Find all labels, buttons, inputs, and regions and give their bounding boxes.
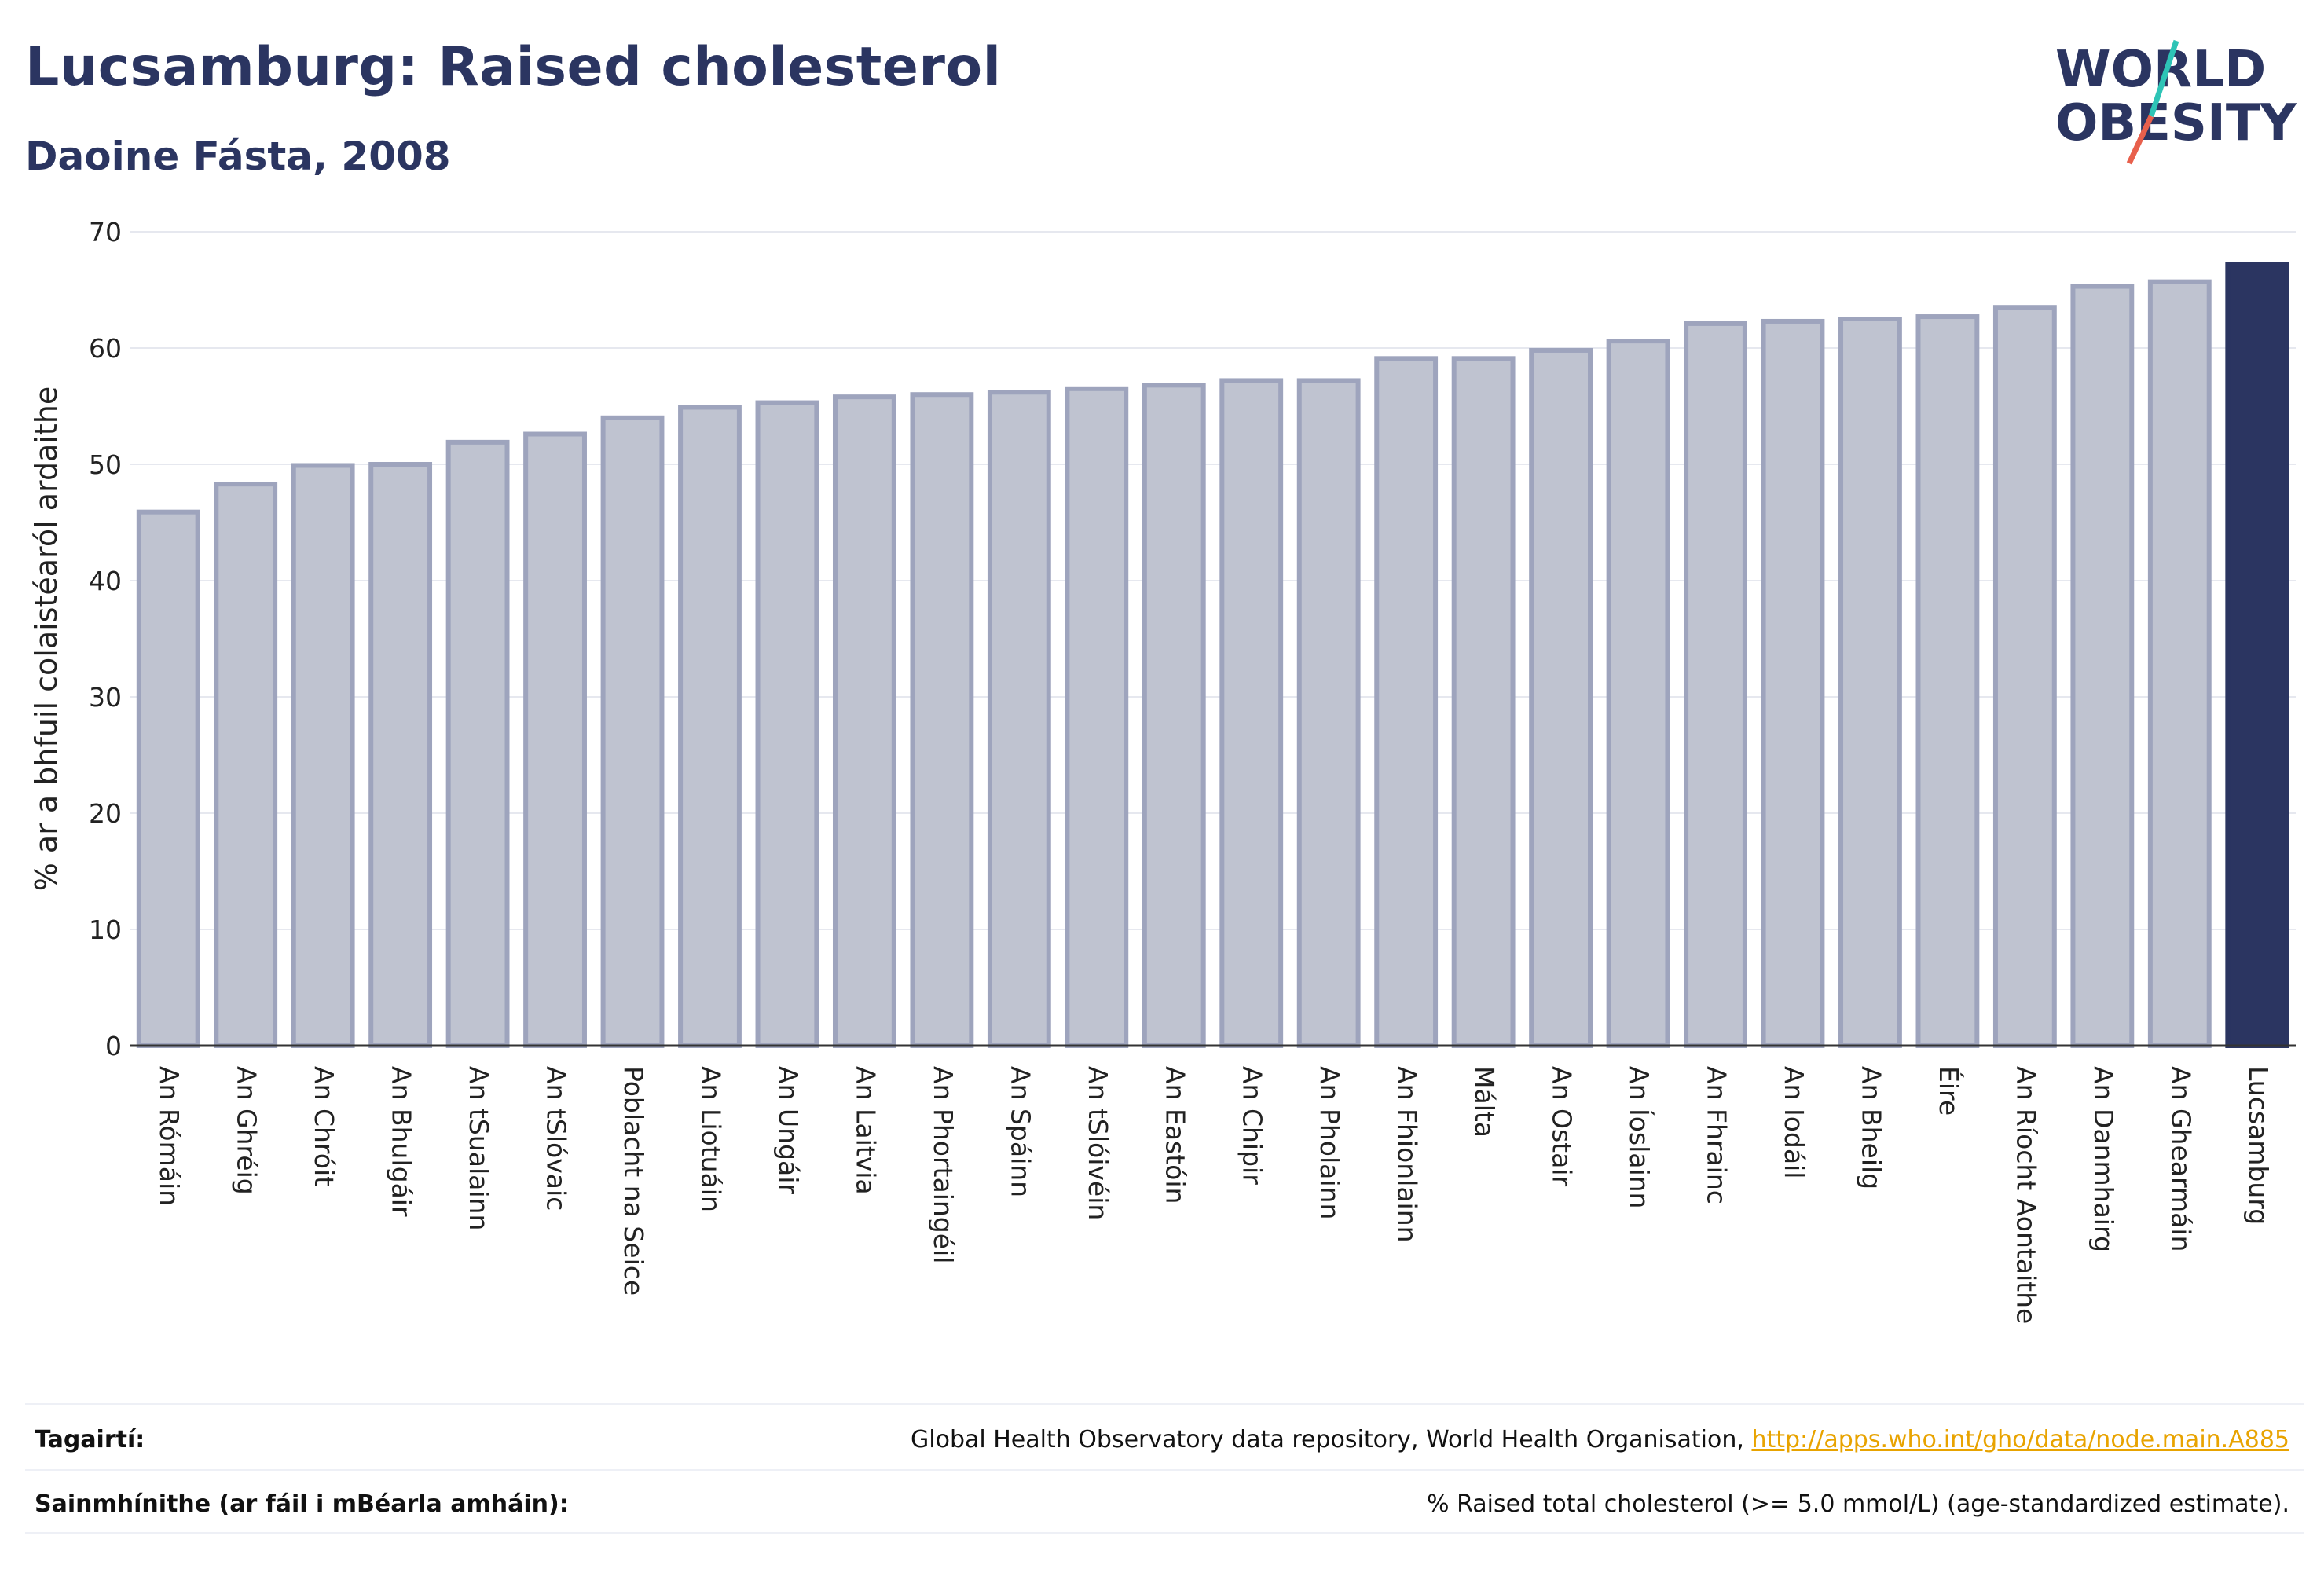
bar bbox=[1606, 339, 1670, 1048]
bar bbox=[136, 509, 200, 1048]
x-tick-label: An Íoslainn bbox=[1624, 1066, 1655, 1208]
bar bbox=[1065, 386, 1129, 1048]
bar bbox=[755, 400, 819, 1048]
x-tick-label: An Phortaingéil bbox=[928, 1066, 959, 1263]
bar bbox=[1838, 317, 1902, 1048]
definitions-label: Sainmhínithe (ar fáil i mBéarla amháin): bbox=[35, 1490, 569, 1518]
logo-slash-top bbox=[2148, 39, 2179, 118]
bar bbox=[678, 405, 742, 1048]
x-tick-label: Málta bbox=[1469, 1066, 1500, 1138]
x-tick-label: An Liotuáin bbox=[695, 1066, 726, 1212]
bar bbox=[987, 390, 1051, 1048]
references-label: Tagairtí: bbox=[35, 1425, 145, 1453]
definitions-text: % Raised total cholesterol (>= 5.0 mmol/… bbox=[1427, 1490, 2289, 1518]
bar bbox=[368, 462, 433, 1048]
references-value: Global Health Observatory data repositor… bbox=[911, 1426, 2289, 1453]
x-tick-label: An Bhulgáir bbox=[387, 1066, 417, 1217]
y-tick-label: 50 bbox=[89, 449, 122, 480]
x-tick-label: An Spáinn bbox=[1005, 1066, 1036, 1197]
x-tick-label: An Ghréig bbox=[232, 1066, 262, 1195]
x-tick-label: Poblacht na Seice bbox=[618, 1066, 649, 1296]
x-tick-label: An tSlóivéin bbox=[1083, 1066, 1113, 1220]
bar-highlight bbox=[2225, 262, 2289, 1048]
logo-slash-bottom bbox=[2126, 115, 2154, 165]
y-tick-label: 0 bbox=[105, 1031, 122, 1061]
x-tick-label: An tSlóvaic bbox=[541, 1066, 572, 1211]
y-tick-label: 70 bbox=[89, 217, 122, 247]
bar bbox=[1761, 318, 1825, 1048]
x-tick-label: An Bheilg bbox=[1856, 1066, 1886, 1189]
bar bbox=[291, 463, 355, 1048]
bar bbox=[2147, 279, 2212, 1048]
bar bbox=[1374, 356, 1439, 1048]
x-tick-label: An Iodáil bbox=[1779, 1066, 1809, 1178]
y-axis-ticks: 0 10 20 30 40 50 60 70 bbox=[89, 217, 122, 1061]
x-tick-label: Éire bbox=[1934, 1066, 1965, 1116]
x-tick-label: An Chróit bbox=[309, 1066, 339, 1186]
x-tick-label: An Laitvia bbox=[850, 1066, 881, 1195]
x-axis-ticks: An Rómáin An Ghréig An Chróit An Bhulgáir An… bbox=[154, 1066, 2274, 1324]
x-tick-label: Lucsamburg bbox=[2243, 1066, 2274, 1225]
bar bbox=[523, 431, 587, 1048]
world-obesity-logo: WORLD OBESITY bbox=[2055, 39, 2297, 165]
bar bbox=[445, 439, 510, 1048]
bar bbox=[910, 392, 974, 1048]
y-axis-label: % ar a bhfuil colaistéaról ardaithe bbox=[29, 387, 64, 892]
x-tick-label: An Ostair bbox=[1547, 1066, 1578, 1186]
bar bbox=[600, 415, 665, 1048]
references-text: Global Health Observatory data repositor… bbox=[911, 1425, 1752, 1453]
x-tick-label: An Pholainn bbox=[1314, 1066, 1345, 1219]
x-tick-label: An Ghearmáin bbox=[2165, 1066, 2196, 1252]
y-tick-label: 10 bbox=[89, 914, 122, 945]
x-tick-label: An Fhionlainn bbox=[1392, 1066, 1423, 1243]
x-tick-label: An Danmhairg bbox=[2088, 1066, 2119, 1252]
footer-divider-top bbox=[25, 1403, 2304, 1405]
x-tick-label: An Ríocht Aontaithe bbox=[2011, 1066, 2041, 1324]
y-tick-label: 30 bbox=[89, 682, 122, 713]
x-tick-label: An Chipir bbox=[1237, 1066, 1268, 1185]
bar bbox=[1915, 314, 1980, 1049]
footer-divider-bottom bbox=[25, 1532, 2304, 1534]
bar bbox=[1296, 378, 1361, 1048]
references-link[interactable]: http://apps.who.int/gho/data/node.main.A… bbox=[1751, 1425, 2289, 1453]
bar bbox=[1219, 378, 1284, 1048]
references-row: Tagairtí: Global Health Observatory data… bbox=[35, 1424, 2289, 1455]
footer-divider-middle bbox=[25, 1469, 2304, 1471]
page-subtitle: Daoine Fásta, 2008 bbox=[25, 134, 451, 179]
y-tick-label: 60 bbox=[89, 333, 122, 364]
logo-word-obesity: OBESITY bbox=[2055, 94, 2297, 152]
y-tick-label: 20 bbox=[89, 798, 122, 829]
bar bbox=[1992, 305, 2057, 1048]
x-tick-label: An Fhrainc bbox=[1702, 1066, 1732, 1204]
page-title: Lucsamburg: Raised cholesterol bbox=[25, 36, 1002, 98]
bar bbox=[832, 394, 896, 1049]
y-tick-label: 40 bbox=[89, 566, 122, 596]
x-tick-label: An Ungáir bbox=[773, 1066, 804, 1194]
bar bbox=[1684, 321, 1747, 1049]
bar bbox=[2070, 284, 2135, 1048]
bar bbox=[1451, 356, 1516, 1048]
definitions-row: Sainmhínithe (ar fáil i mBéarla amháin):… bbox=[35, 1488, 2289, 1519]
x-tick-label: An tSualainn bbox=[464, 1066, 494, 1230]
bars bbox=[136, 262, 2289, 1049]
x-tick-label: An Eastóin bbox=[1160, 1066, 1190, 1204]
bar-chart: 0 10 20 30 40 50 60 70 An Rómáin An Ghréig An Chr… bbox=[29, 217, 2296, 1324]
bar bbox=[1142, 383, 1206, 1048]
bar bbox=[214, 482, 278, 1048]
bar bbox=[1529, 347, 1593, 1048]
x-tick-label: An Rómáin bbox=[154, 1066, 185, 1206]
